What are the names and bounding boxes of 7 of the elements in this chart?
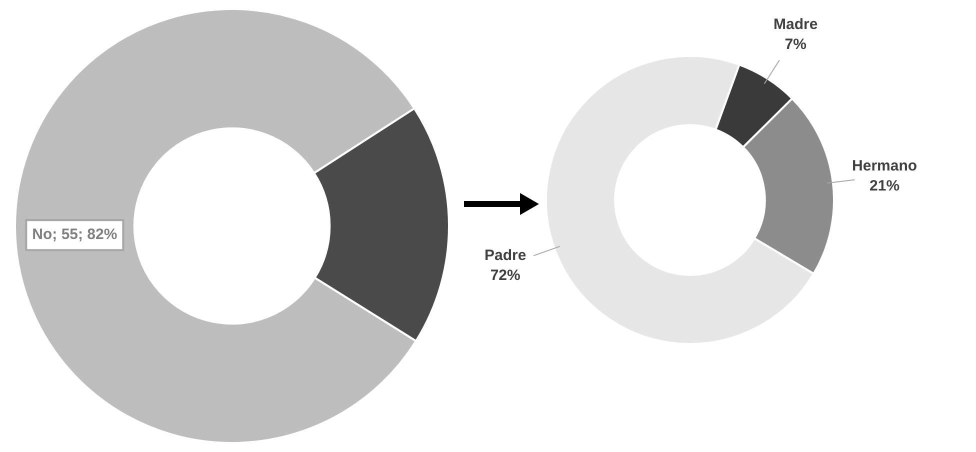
slice-label: Hermano (852, 157, 918, 174)
slice-label: Madre (774, 16, 818, 34)
data-label: 21% (870, 177, 900, 194)
slice-label: Padre (484, 246, 526, 264)
data-label: 72% (490, 266, 520, 284)
data-label: 7% (784, 36, 806, 54)
slice-label: No; 55; 82% (32, 226, 118, 244)
